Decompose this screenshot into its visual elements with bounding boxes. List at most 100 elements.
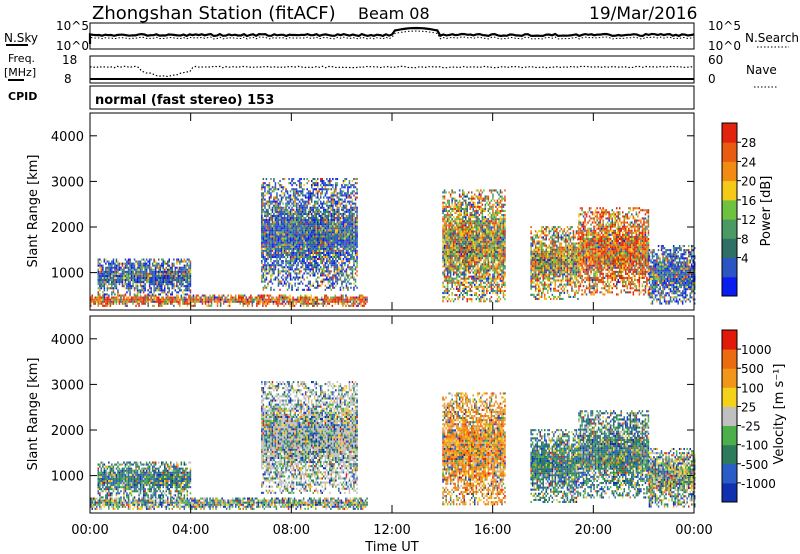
echo-cell (147, 264, 149, 267)
echo-cell (161, 272, 163, 275)
echo-cell (330, 188, 333, 191)
echo-cell (288, 239, 290, 242)
echo-cell (167, 276, 169, 279)
echo-cell (455, 228, 458, 231)
echo-cell (151, 262, 154, 265)
echo-cell (264, 210, 266, 213)
echo-cell (326, 225, 328, 228)
echo-cell (348, 180, 351, 183)
echo-cell (332, 212, 334, 215)
echo-cell (164, 279, 166, 282)
echo-cell (312, 178, 314, 181)
echo-cell (312, 219, 314, 222)
echo-cell (117, 293, 119, 296)
echo-cell (342, 182, 345, 185)
echo-cell (348, 253, 351, 256)
echo-cell (283, 243, 286, 246)
echo-cell (339, 212, 342, 215)
echo-cell (265, 208, 268, 211)
echo-cell (148, 287, 151, 290)
echo-cell (314, 204, 316, 207)
echo-cell (356, 178, 358, 181)
echo-cell (463, 222, 465, 225)
echo-cell (326, 249, 328, 252)
echo-cell (141, 258, 143, 261)
echo-cell (265, 217, 268, 220)
echo-cell (179, 283, 181, 286)
echo-cell (273, 206, 275, 209)
echo-cell (351, 180, 354, 183)
echo-cell (228, 302, 231, 305)
echo-cell (268, 241, 271, 244)
echo-cell (338, 272, 340, 275)
echo-cell (259, 298, 261, 301)
echo-cell (466, 205, 468, 208)
echo-cell (318, 198, 320, 201)
echo-cell (301, 241, 304, 244)
echo-cell (304, 229, 307, 232)
echo-cell (333, 266, 336, 269)
echo-cell (182, 298, 184, 301)
echo-cell (189, 279, 192, 282)
echo-cell (295, 210, 298, 213)
echo-cell (330, 262, 333, 265)
echo-cell (277, 251, 280, 254)
echo-cell (323, 227, 325, 230)
echo-cell (142, 266, 145, 269)
echo-cell (300, 231, 302, 234)
echo-cell (462, 191, 464, 194)
echo-cell (216, 302, 219, 305)
echo-cell (472, 277, 474, 280)
echo-cell (304, 210, 307, 213)
echo-cell (159, 270, 161, 273)
echo-cell (126, 302, 128, 305)
echo-cell (282, 243, 284, 246)
echo-cell (468, 289, 470, 292)
echo-cell (127, 258, 130, 261)
echo-cell (303, 243, 305, 246)
echo-cell (188, 266, 190, 269)
echo-cell (354, 284, 357, 287)
echo-cell (115, 281, 118, 284)
echo-cell (443, 242, 446, 245)
echo-cell (462, 294, 464, 297)
echo-cell (279, 270, 281, 273)
echo-cell (301, 208, 304, 211)
echo-cell (335, 239, 337, 242)
echo-cell (341, 264, 343, 267)
echo-cell (144, 260, 146, 263)
echo-cell (286, 253, 289, 256)
freq-label-2: [MHz] (4, 66, 36, 79)
echo-cell (462, 193, 464, 196)
echo-cell (338, 262, 340, 265)
echo-cell (289, 296, 291, 299)
echo-cell (312, 206, 314, 209)
echo-cell (279, 251, 281, 254)
echo-cell (366, 296, 368, 299)
echo-cell (301, 262, 304, 265)
echo-cell (121, 281, 124, 284)
echo-cell (126, 291, 128, 294)
echo-cell (327, 256, 330, 259)
echo-cell (130, 262, 133, 265)
echo-cell (324, 227, 327, 230)
echo-cell (463, 228, 465, 231)
echo-cell (452, 259, 455, 262)
echo-cell (457, 250, 459, 253)
echo-cell (306, 233, 308, 236)
echo-cell (274, 210, 277, 213)
echo-cell (153, 285, 155, 288)
echo-cell (347, 200, 349, 203)
echo-cell (457, 253, 459, 256)
echo-cell (353, 206, 355, 209)
echo-cell (295, 229, 298, 232)
echo-cell (329, 196, 331, 199)
echo-cell (309, 245, 311, 248)
echo-cell (174, 276, 177, 279)
echo-cell (460, 277, 462, 280)
cpid-text: normal (fast stereo) 153 (95, 93, 274, 108)
echo-cell (273, 268, 275, 271)
echo-cell (168, 260, 170, 263)
echo-cell (322, 300, 324, 303)
echo-cell (458, 255, 461, 258)
